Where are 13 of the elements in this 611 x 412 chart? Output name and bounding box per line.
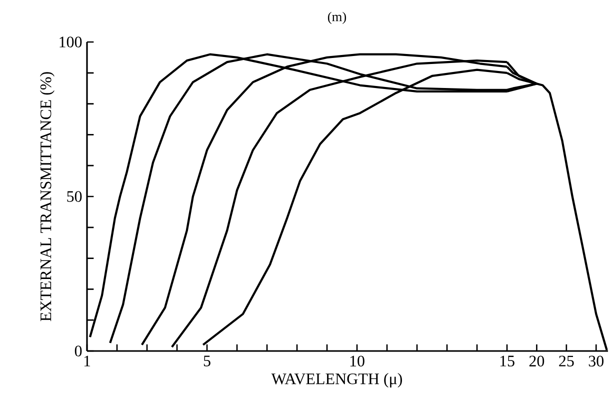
x-tick-label: 1 <box>84 356 90 366</box>
chart-title: (m) <box>328 12 346 24</box>
x-axis-title: WAVELENGTH (μ) <box>271 372 402 388</box>
x-tick-label: 5 <box>204 356 210 366</box>
x-tick-label: 15 <box>500 356 514 366</box>
x-tick-label: 30 <box>588 356 604 366</box>
y-tick-label: 50 <box>67 191 82 202</box>
y-axis-title: EXTERNAL TRANSMITTANCE (%) <box>40 72 54 322</box>
x-tick-label: 25 <box>559 356 574 366</box>
y-tick-label: 100 <box>60 36 82 48</box>
x-tick-label: 20 <box>529 356 544 366</box>
y-tick-label: 0 <box>74 346 82 356</box>
x-tick-label: 10 <box>350 356 364 366</box>
